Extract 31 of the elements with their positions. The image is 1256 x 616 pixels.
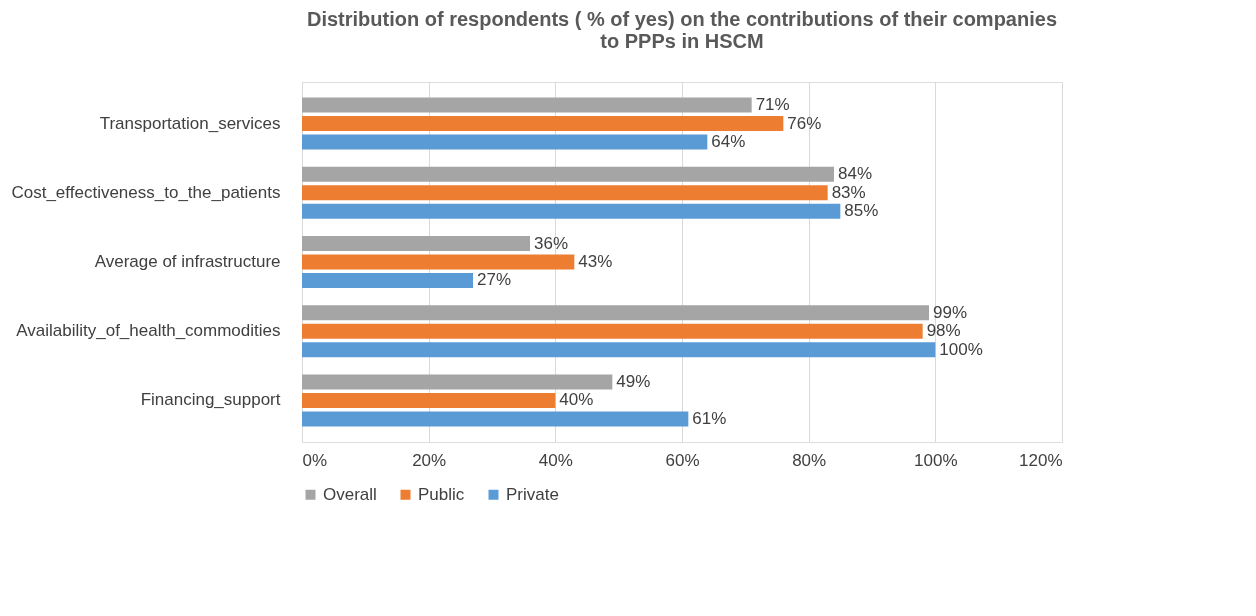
data-label: 98% <box>926 321 961 341</box>
data-label: 83% <box>831 182 866 202</box>
data-label: 71% <box>755 95 790 115</box>
data-label: 99% <box>933 302 968 322</box>
legend-label: Public <box>418 484 465 504</box>
data-label: 43% <box>578 252 613 271</box>
data-label: 36% <box>534 233 569 253</box>
y-tick-label: Financing_support <box>140 390 281 410</box>
y-tick-label: Average of infrastructure <box>94 252 281 271</box>
data-label: 27% <box>477 270 512 290</box>
data-label: 84% <box>838 164 873 184</box>
x-tick-label: 0% <box>302 450 328 470</box>
x-tick-label: 120% <box>1019 450 1063 470</box>
legend-label: Overall <box>323 484 377 504</box>
legend-label: Private <box>506 484 559 504</box>
y-tick-label: Cost_effectiveness_to_the_patients <box>11 182 281 202</box>
x-tick-label: 100% <box>914 450 958 470</box>
data-label: 100% <box>939 339 983 359</box>
y-tick-label: Availability_of_health_commodities <box>16 321 281 341</box>
data-label: 85% <box>844 201 879 221</box>
x-tick-label: 20% <box>412 450 447 470</box>
data-label: 40% <box>559 390 594 410</box>
data-label: 49% <box>616 372 651 391</box>
y-tick-label: Transportation_services <box>99 113 281 133</box>
chart-title: Distribution of respondents ( % of yes) on the contributions of their companies to PPPs in HSCM <box>306 8 1058 52</box>
data-label: 64% <box>711 132 746 151</box>
x-tick-label: 80% <box>792 450 827 470</box>
data-label: 76% <box>787 113 822 133</box>
x-tick-label: 60% <box>665 450 700 470</box>
x-tick-label: 40% <box>538 450 573 470</box>
data-label: 61% <box>692 408 727 428</box>
